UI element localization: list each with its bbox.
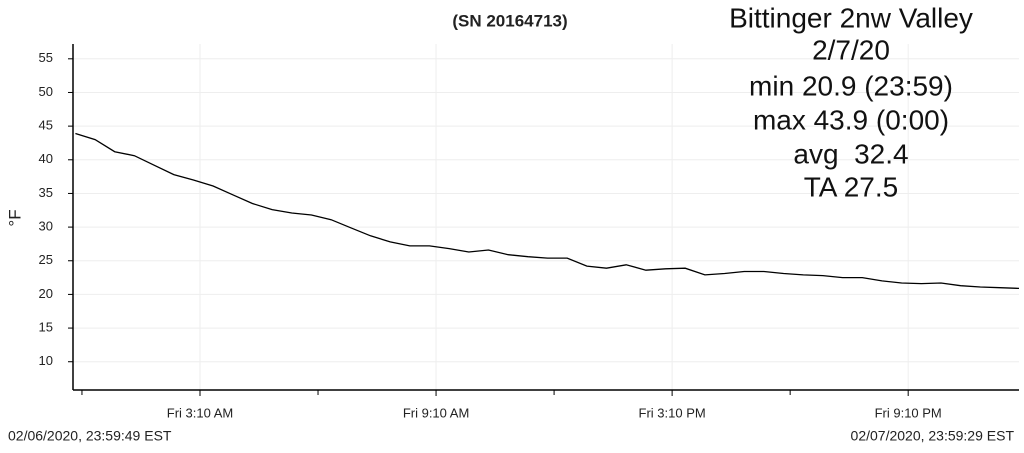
- y-tick-label: 50: [39, 84, 53, 99]
- annotation: avg 32.4: [793, 138, 908, 169]
- x-tick-label: Fri 9:10 AM: [403, 405, 469, 420]
- start-label: 02/06/2020, 23:59:49 EST: [8, 428, 172, 444]
- y-tick-label: 35: [39, 185, 53, 200]
- y-tick-label: 20: [39, 286, 53, 301]
- x-tick-label: Fri 3:10 AM: [167, 405, 233, 420]
- y-tick-label: 40: [39, 151, 53, 166]
- end-label: 02/07/2020, 23:59:29 EST: [851, 428, 1015, 444]
- temperature-line: [75, 132, 1020, 290]
- annotation: Bittinger 2nw Valley: [729, 2, 973, 33]
- x-tick-label: Fri 3:10 PM: [639, 405, 706, 420]
- chart-title: (SN 20164713): [452, 11, 567, 30]
- y-axis-label: °F: [5, 209, 24, 226]
- y-tick-label: 45: [39, 118, 53, 133]
- y-tick-label: 55: [39, 50, 53, 65]
- y-tick-label: 15: [39, 320, 53, 335]
- annotation: min 20.9 (23:59): [749, 70, 953, 101]
- x-tick-label: Fri 9:10 PM: [875, 405, 942, 420]
- annotation: 2/7/20: [812, 34, 890, 65]
- annotation: max 43.9 (0:00): [753, 104, 949, 135]
- y-tick-label: 25: [39, 252, 53, 267]
- y-tick-label: 10: [39, 353, 53, 368]
- y-tick-label: 30: [39, 219, 53, 234]
- annotation: TA 27.5: [804, 171, 898, 202]
